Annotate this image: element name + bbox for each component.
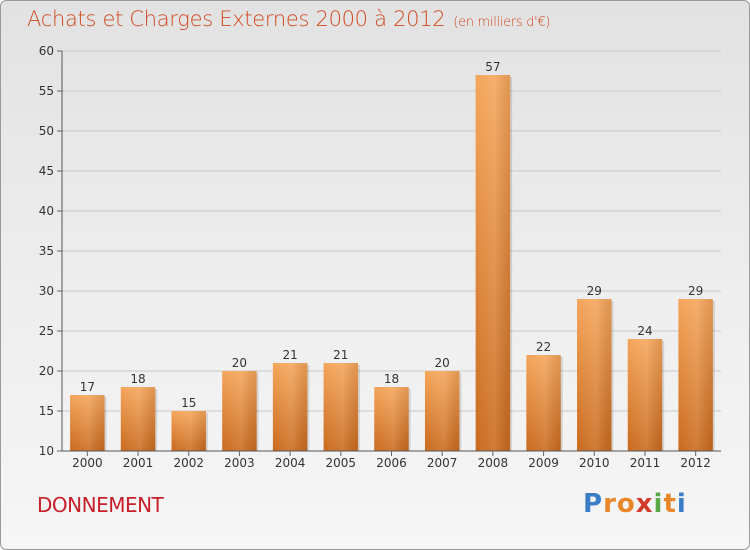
x-tick-label: 2006 [376, 456, 407, 470]
data-label: 20 [435, 356, 450, 370]
y-tick-label: 10 [39, 444, 54, 458]
logo-letter: t [663, 489, 677, 519]
x-tick-label: 2008 [478, 456, 509, 470]
y-tick-label: 50 [39, 124, 54, 138]
x-tick-label: 2003 [224, 456, 255, 470]
y-tick-label: 60 [39, 44, 54, 58]
logo-letter: i [653, 489, 664, 519]
data-label: 17 [80, 380, 95, 394]
bar-sheen [70, 395, 105, 451]
x-tick-label: 2011 [630, 456, 661, 470]
y-tick-label: 15 [39, 404, 54, 418]
logo-letter: r [603, 489, 617, 519]
bar-sheen [120, 387, 156, 451]
bar-layer [70, 75, 715, 451]
logo-letter: i [676, 489, 687, 519]
bar-sheen [475, 75, 511, 451]
data-label: 20 [232, 356, 247, 370]
data-label: 29 [587, 284, 602, 298]
data-label: 18 [130, 372, 145, 386]
bar-sheen [577, 299, 612, 451]
data-label: 18 [384, 372, 399, 386]
data-label: 29 [688, 284, 703, 298]
bar-sheen [323, 363, 359, 451]
title-text: Achats et Charges Externes 2000 à 2012 [27, 7, 446, 31]
x-tick-label: 2007 [427, 456, 458, 470]
x-tick-label: 2002 [173, 456, 204, 470]
bar-sheen [424, 371, 460, 451]
bar-sheen [678, 299, 713, 451]
data-label: 21 [333, 348, 348, 362]
y-tick-label: 45 [39, 164, 54, 178]
x-tick-label: 2010 [579, 456, 610, 470]
x-tick-label: 2000 [72, 456, 103, 470]
data-label: 24 [637, 324, 652, 338]
y-tick-label: 55 [39, 84, 54, 98]
x-tick-label: 2005 [326, 456, 357, 470]
bar-sheen [526, 355, 561, 451]
bar-sheen [171, 411, 206, 451]
bar-sheen [374, 387, 409, 451]
x-tick-label: 2004 [275, 456, 306, 470]
proxiti-logo: Proxiti [583, 489, 687, 519]
chart-title: Achats et Charges Externes 2000 à 2012 (e… [27, 7, 550, 31]
logo-letter: x [635, 489, 654, 519]
data-label: 15 [181, 396, 196, 410]
logo-letter: P [583, 489, 604, 519]
unit-label: (en milliers d'€) [453, 15, 551, 30]
x-tick-label: 2012 [680, 456, 711, 470]
bar-sheen [272, 363, 308, 451]
axis-layer: 10 15 20 25 30 35 40 45 50 55 60 17 2000 18 2001 15 2002… [39, 44, 721, 470]
y-tick-label: 40 [39, 204, 54, 218]
y-tick-label: 30 [39, 284, 54, 298]
x-tick-label: 2009 [528, 456, 559, 470]
logo-letter: o [616, 489, 636, 519]
x-tick-label: 2001 [123, 456, 154, 470]
commune-name: DONNEMENT [37, 493, 164, 517]
y-tick-label: 20 [39, 364, 54, 378]
bar-sheen [222, 371, 257, 451]
y-tick-label: 35 [39, 244, 54, 258]
bar-sheen [627, 339, 663, 451]
data-label: 21 [282, 348, 297, 362]
data-label: 57 [485, 60, 500, 74]
y-tick-label: 25 [39, 324, 54, 338]
data-label: 22 [536, 340, 551, 354]
